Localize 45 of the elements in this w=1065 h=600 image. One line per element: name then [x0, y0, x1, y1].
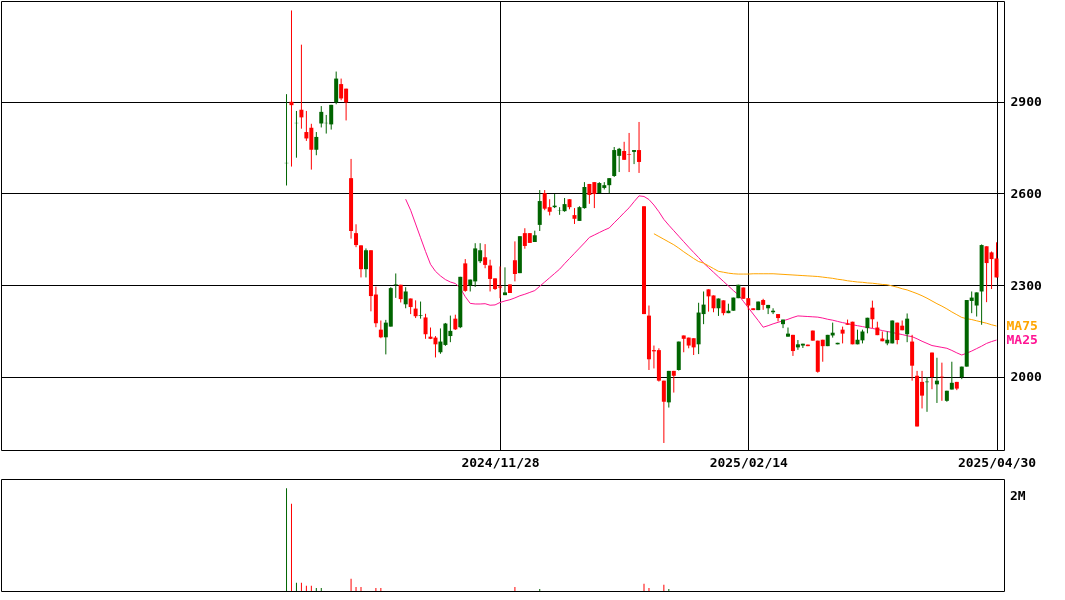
series-label: MA25: [1006, 332, 1038, 348]
y-tick-label: 2600: [1010, 185, 1042, 201]
candlestick: [766, 304, 771, 315]
y-tick-label: 2000: [1010, 369, 1042, 385]
candlestick: [354, 223, 359, 248]
candlestick: [359, 244, 363, 278]
text: 2M: [1010, 488, 1026, 503]
candlestick: [637, 121, 642, 174]
candlestick: [512, 240, 517, 282]
x-tick-label: 2024/11/28: [461, 454, 540, 470]
candlestick: [949, 361, 954, 391]
candlestick: [483, 243, 488, 269]
candlestick: [974, 291, 979, 318]
line-series: [653, 233, 998, 327]
candlestick: [502, 266, 507, 296]
candlestick: [632, 149, 637, 165]
candlestick: [314, 131, 319, 156]
candlestick: [622, 141, 627, 161]
line-series: [405, 195, 998, 356]
candlestick: [870, 300, 875, 329]
candlestick: [299, 44, 304, 130]
candlestick: [339, 78, 344, 101]
x-tick-label: 2025/02/14: [709, 454, 789, 470]
y-tick-label: 2900: [1010, 94, 1042, 110]
candlestick: [334, 71, 339, 105]
candlestick: [363, 247, 368, 278]
candlestick: [319, 105, 324, 128]
candlestick: [661, 380, 666, 444]
candlestick: [800, 343, 805, 349]
candlestick: [488, 259, 493, 292]
series-label: MA75: [1006, 317, 1038, 333]
candlestick: [537, 189, 542, 232]
candlestick: [289, 9, 294, 168]
y-tick-label: 2300: [1010, 277, 1042, 293]
candlestick: [393, 272, 398, 299]
candlestick: [994, 241, 999, 278]
candlestick: [438, 327, 443, 355]
candlestick: [418, 301, 423, 320]
candlestick: [403, 286, 408, 309]
candlestick: [905, 312, 910, 343]
candlestick: [785, 327, 790, 338]
candlestick: [423, 313, 428, 340]
candlestick: [378, 319, 383, 339]
candlestick: [329, 104, 334, 131]
x-tick-label: 2025/04/30: [957, 454, 1037, 470]
